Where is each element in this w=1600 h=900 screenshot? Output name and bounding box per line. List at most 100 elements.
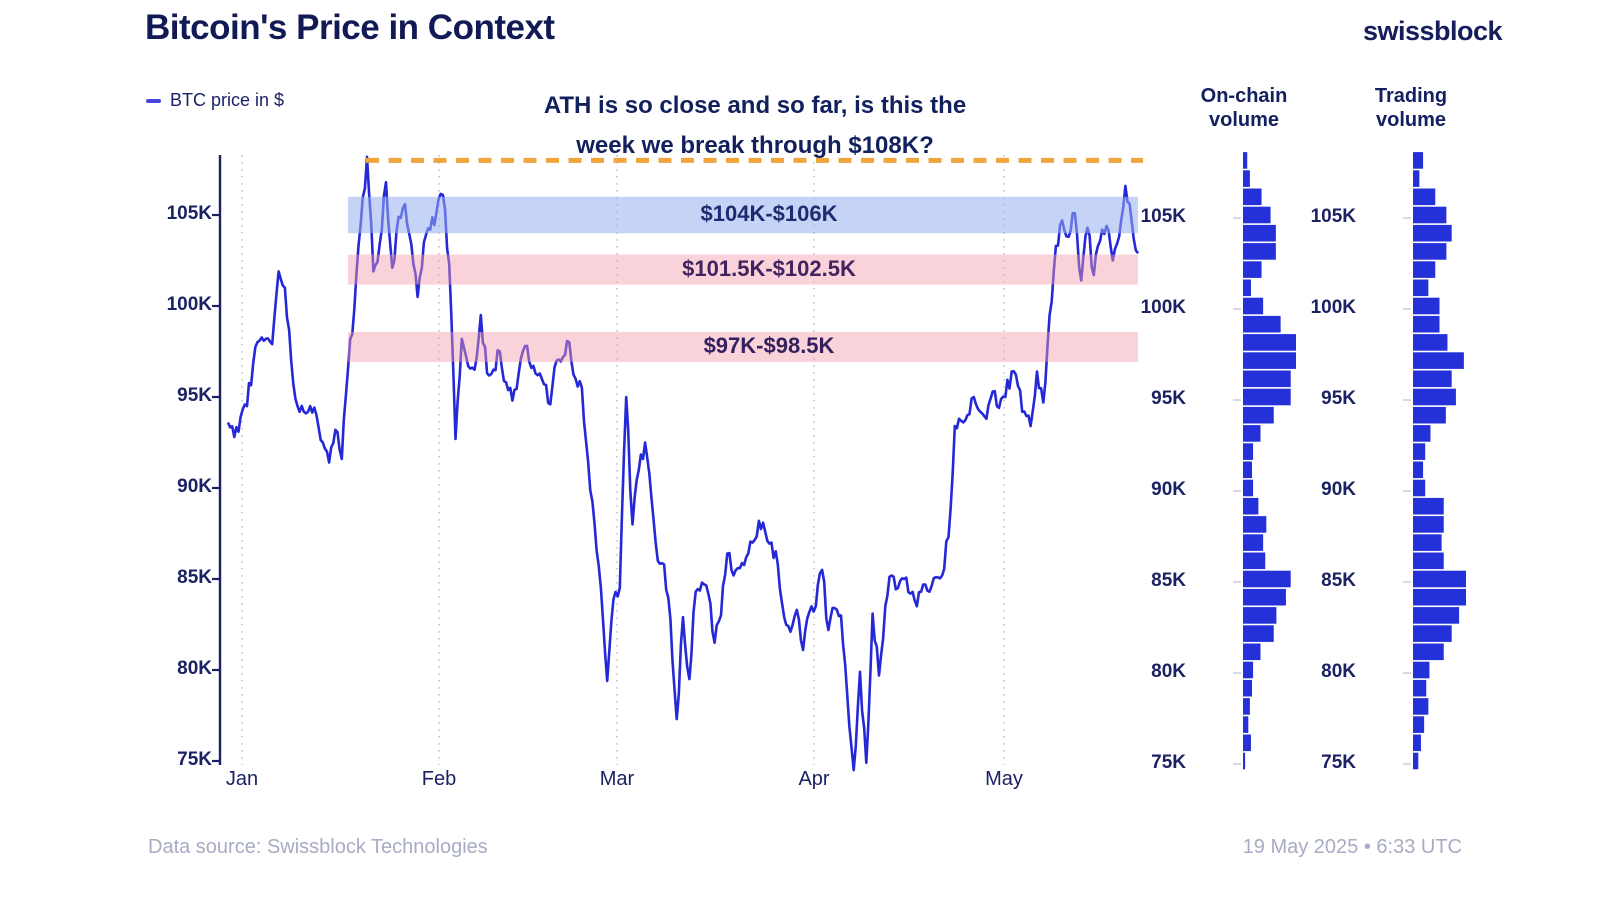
volume-bar [1413,461,1424,479]
volume-bar [1243,570,1291,588]
histogram-axis-label: 90K [1321,479,1356,500]
histogram-axis-label: 75K [1321,752,1356,773]
y-axis-label: 90K [177,476,212,497]
volume-bar [1413,698,1429,715]
volume-bar [1413,170,1420,187]
volume-bar [1413,661,1430,679]
volume-bar [1413,497,1444,515]
volume-bar [1243,425,1261,442]
histogram-axis-label: 95K [1321,388,1356,409]
volume-bar [1243,552,1266,570]
volume-bar [1243,352,1296,369]
volume-bar [1413,679,1427,697]
volume-bar [1243,315,1281,333]
volume-bar [1243,370,1291,388]
price-band-label: $97K-$98.5K [703,332,835,358]
volume-bar [1413,425,1431,442]
histogram-axis-label: 85K [1151,570,1186,591]
trading-volume-title: Trading volume [1374,85,1448,131]
histogram-axis-label: 95K [1151,388,1186,409]
volume-bar [1243,261,1262,278]
volume-bar [1243,443,1254,460]
line-series-swatch-icon [146,98,161,103]
volume-bar [1413,443,1426,460]
volume-bar [1413,716,1425,733]
x-axis-label: May [985,768,1023,790]
volume-bar [1243,734,1251,752]
volume-bar [1413,334,1448,351]
histogram-axis-label: 85K [1321,570,1356,591]
volume-bar [1243,752,1246,770]
price-band [348,196,1138,234]
histogram-axis-label: 105K [1140,206,1186,227]
volume-bar [1413,206,1447,224]
volume-bar [1243,516,1267,533]
price-band-label: $101.5K-$102.5K [682,255,856,281]
volume-bar [1243,698,1250,715]
volume-bar [1413,479,1426,497]
volume-bar [1413,406,1446,424]
x-axis-label: Mar [599,768,635,790]
volume-bar [1413,370,1452,388]
volume-bar [1413,552,1444,570]
volume-bar [1243,279,1251,297]
volume-bar [1243,643,1261,661]
ath-annotation-line1: ATH is so close and so far, is this the [543,92,967,119]
volume-bar [1243,534,1264,551]
volume-bar [1243,188,1262,206]
onchain-volume-title: On-chain volume [1200,85,1288,131]
volume-bar [1413,188,1436,206]
volume-bar [1243,461,1253,479]
btc-price-line [226,155,1140,772]
swissblock-logo: swissblock [1363,16,1503,46]
volume-bar [1243,479,1254,497]
histogram-axis-label: 100K [1140,297,1186,318]
y-axis-label: 105K [166,203,212,224]
volume-bar [1413,734,1421,752]
volume-bar [1243,170,1250,187]
volume-bar [1243,388,1291,406]
page-title: Bitcoin's Price in Context [145,8,555,47]
volume-bar [1413,279,1429,297]
volume-bar [1243,152,1248,169]
volume-bar [1243,224,1276,242]
volume-bar [1243,607,1277,624]
volume-bar [1243,243,1276,260]
y-axis-label: 80K [177,658,212,679]
volume-bar [1413,243,1447,260]
ath-annotation: ATH is so close and so far, is this the … [495,86,1015,166]
histogram-axis-label: 90K [1151,479,1186,500]
volume-bar [1243,588,1286,606]
data-source-note: Data source: Swissblock Technologies [148,836,488,858]
volume-bar [1413,315,1440,333]
x-axis-label: Jan [225,768,259,790]
volume-bar [1413,570,1466,588]
histogram-axis-label: 100K [1310,297,1356,318]
volume-bar [1413,388,1456,406]
volume-bar [1413,607,1460,624]
volume-bar [1243,661,1254,679]
y-axis-label: 95K [177,385,212,406]
x-axis-label: Apr [798,768,830,790]
volume-bar [1413,297,1440,315]
legend: BTC price in $ [146,90,284,111]
price-band-label: $104K-$106K [700,201,838,226]
volume-bar [1413,534,1442,551]
volume-bar [1243,679,1253,697]
volume-bar [1243,406,1274,424]
volume-bar [1413,625,1452,642]
volume-bar [1413,152,1424,169]
volume-bar [1413,588,1466,606]
timestamp: 19 May 2025 • 6:33 UTC [1242,836,1462,858]
volume-bar [1413,352,1464,369]
volume-bar [1243,297,1264,315]
legend-label: BTC price in $ [170,90,285,110]
x-axis-label: Feb [421,768,457,790]
histogram-axis-label: 105K [1310,206,1356,227]
volume-bar [1243,206,1271,224]
volume-bar [1413,643,1444,661]
y-axis-label: 75K [177,749,212,770]
price-band [348,254,1138,285]
